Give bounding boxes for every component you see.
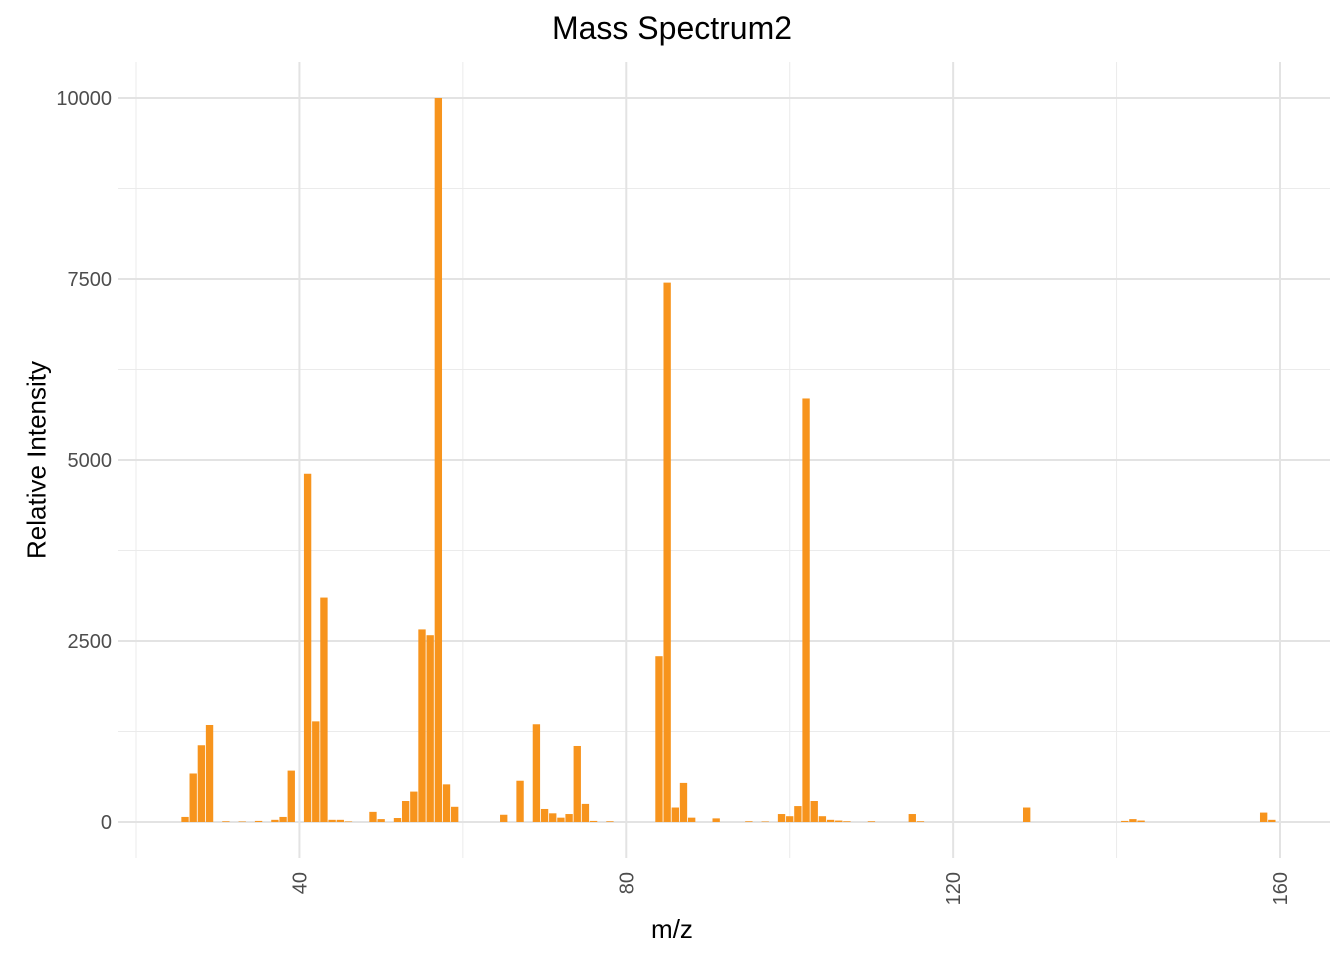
bar <box>271 819 279 822</box>
bar <box>655 656 663 822</box>
bar <box>581 803 590 822</box>
bar <box>745 821 753 822</box>
bar <box>589 820 598 822</box>
bar <box>197 745 206 822</box>
x-axis-label: m/z <box>651 914 693 944</box>
x-tick-label: 120 <box>943 872 965 905</box>
bar <box>794 806 802 822</box>
bar <box>442 784 451 822</box>
bar <box>671 807 679 822</box>
tick-labels: 0 2500 5000 7500 10000 40 80 120 160 <box>56 88 1292 905</box>
bar <box>606 821 614 822</box>
bar <box>1129 819 1137 822</box>
bar <box>777 814 786 822</box>
bar <box>826 819 835 822</box>
bar <box>344 821 353 822</box>
bar <box>279 816 287 822</box>
bar <box>426 635 434 822</box>
bar <box>835 820 843 822</box>
bar <box>287 770 295 822</box>
bar <box>1137 820 1145 822</box>
bars <box>181 98 1276 822</box>
bar <box>687 817 696 822</box>
bar <box>679 782 688 822</box>
bar <box>818 816 827 822</box>
chart-title: Mass Spectrum2 <box>551 10 793 46</box>
x-tick-label: 40 <box>289 872 311 894</box>
y-tick-label: 10000 <box>56 88 112 110</box>
x-tick-label: 80 <box>616 872 638 894</box>
bar <box>843 821 851 822</box>
bar <box>1259 812 1268 822</box>
bar <box>401 801 410 822</box>
bar <box>516 780 524 822</box>
x-tick-label: 160 <box>1270 872 1292 905</box>
bar <box>410 791 418 822</box>
bar <box>549 813 557 822</box>
bar <box>500 814 508 822</box>
bar <box>532 724 541 822</box>
bar <box>663 282 671 822</box>
y-tick-label: 5000 <box>68 450 113 472</box>
bar <box>802 398 810 822</box>
bar <box>1121 820 1129 822</box>
bar <box>712 818 720 822</box>
bar <box>369 811 377 822</box>
bar <box>222 821 230 822</box>
bar <box>434 98 443 822</box>
bar <box>573 745 581 822</box>
bar <box>761 821 769 822</box>
bar <box>908 814 916 822</box>
bar <box>189 773 197 822</box>
bar <box>540 808 549 822</box>
y-tick-label: 0 <box>101 812 112 834</box>
y-tick-label: 2500 <box>68 631 113 653</box>
bar <box>377 819 385 822</box>
y-tick-label: 7500 <box>68 269 113 291</box>
grid-lines <box>118 62 1330 858</box>
bar <box>205 724 214 822</box>
bar <box>916 821 925 822</box>
bar <box>1023 807 1031 822</box>
bar <box>418 629 426 822</box>
bar <box>1268 819 1276 822</box>
bar <box>393 818 402 822</box>
bar <box>254 820 263 822</box>
bar <box>303 473 312 822</box>
bar <box>786 816 794 822</box>
bar <box>810 801 818 822</box>
bar <box>320 597 328 822</box>
bar <box>565 814 573 822</box>
bar <box>557 817 565 822</box>
bar <box>451 806 459 822</box>
bar <box>181 816 189 822</box>
bar <box>312 721 320 822</box>
bar <box>867 821 876 822</box>
bar <box>238 821 246 822</box>
bar <box>336 819 344 822</box>
y-axis-label: Relative Intensity <box>21 361 52 559</box>
bar <box>328 819 336 822</box>
